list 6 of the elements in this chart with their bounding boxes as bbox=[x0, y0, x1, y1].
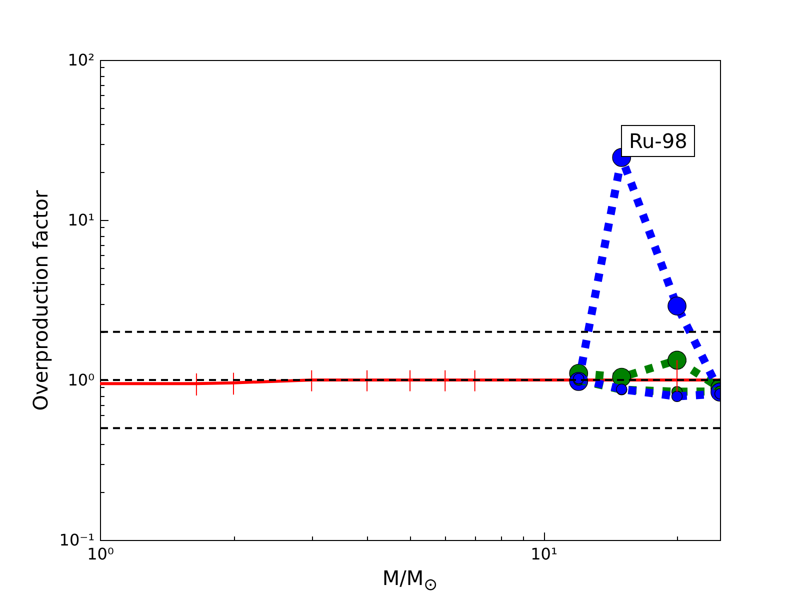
annotation: Ru-98 bbox=[629, 128, 688, 155]
y-tick-label: 10⁰ bbox=[68, 370, 94, 390]
y-tick-label: 10¹ bbox=[68, 210, 94, 230]
x-axis-title: M/M$_{⊙}$ bbox=[381, 566, 439, 594]
y-tick-label: 10² bbox=[68, 50, 94, 70]
y-axis-title: Overproduction factor bbox=[28, 190, 52, 411]
